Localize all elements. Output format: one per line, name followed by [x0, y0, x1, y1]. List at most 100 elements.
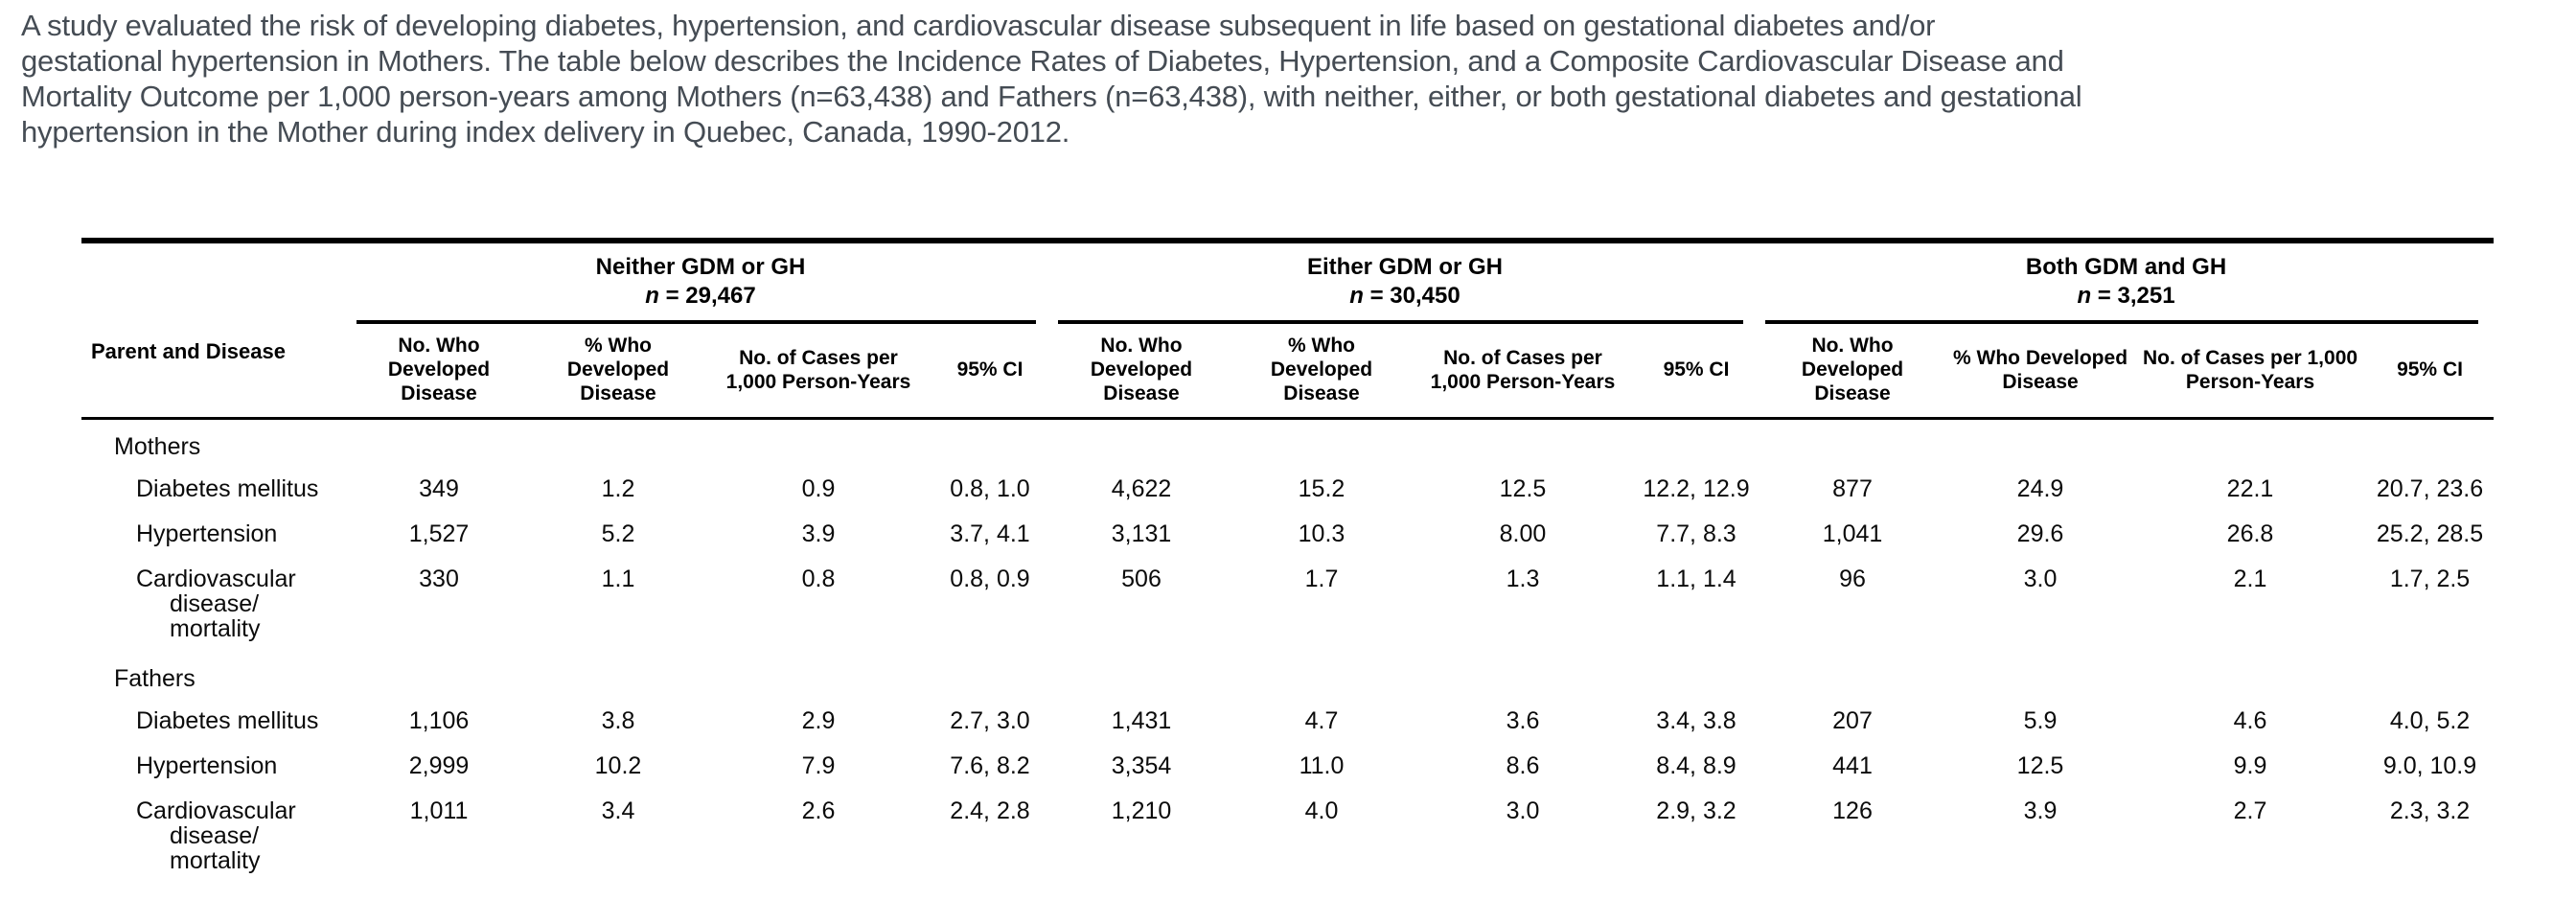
table-cell: 96 — [1839, 566, 1866, 592]
group-header-either: Either GDM or GH n = 30,450 — [1051, 241, 1759, 324]
table-cell: 8.00 — [1499, 520, 1547, 547]
table-cell: 2.3, 3.2 — [2389, 797, 2471, 824]
column-header: No. of Cases per 1,000 Person-Years — [2134, 324, 2367, 420]
question-stem-line: Mortality Outcome per 1,000 person-years… — [21, 80, 2082, 113]
row-label: Hypertension — [136, 520, 278, 547]
group-title: Neither GDM or GH — [595, 254, 806, 280]
table-cell: 3.0 — [1506, 797, 1540, 824]
table-cell: 1,210 — [1111, 797, 1172, 824]
group-n: n = 30,450 — [1349, 283, 1460, 309]
table-cell: 29.6 — [2016, 520, 2064, 547]
table-cell: 5.9 — [2023, 707, 2058, 734]
table-cell: 2.9, 3.2 — [1656, 797, 1736, 824]
table-cell: 3.6 — [1506, 707, 1540, 734]
table-cell: 12.5 — [1499, 475, 1547, 502]
table-cell: 0.8 — [801, 566, 836, 592]
table-cell: 11.0 — [1299, 752, 1345, 779]
table-cell: 2.1 — [2233, 566, 2267, 592]
table-cell: 1.1, 1.4 — [1656, 566, 1736, 592]
table-cell: 2.9 — [801, 707, 836, 734]
column-header: No. Who Developed Disease — [1051, 324, 1231, 420]
column-header: % Who Developed Disease — [528, 324, 708, 420]
table-row: Hypertension 1,527 5.2 3.9 3.7, 4.1 3,131 10.3… — [81, 512, 2494, 557]
group-header-row: Parent and Disease Neither GDM or GH n =… — [81, 241, 2494, 420]
table-cell: 1.7 — [1304, 566, 1339, 592]
group-n: n = 29,467 — [645, 283, 756, 309]
group-n: n = 3,251 — [2077, 283, 2175, 309]
table-cell: 2.7, 3.0 — [950, 707, 1030, 734]
table-cell: 877 — [1832, 475, 1873, 502]
column-header: No. of Cases per 1,000 Person-Years — [708, 324, 929, 420]
table-cell: 12.5 — [2016, 752, 2064, 779]
table-cell: 1.3 — [1506, 566, 1540, 592]
table-cell: 1.7, 2.5 — [2389, 566, 2471, 592]
table-cell: 126 — [1832, 797, 1873, 824]
table-cell: 9.0, 10.9 — [2382, 752, 2477, 779]
row-header-label: Parent and Disease — [81, 241, 350, 420]
table-cell: 330 — [419, 566, 459, 592]
table-cell: 5.2 — [601, 520, 635, 547]
table-cell: 349 — [419, 475, 459, 502]
table-cell: 0.9 — [801, 475, 836, 502]
table-cell: 1,041 — [1822, 520, 1883, 547]
incidence-table-wrapper: Parent and Disease Neither GDM or GH n =… — [81, 238, 2576, 901]
table-cell: 22.1 — [2226, 475, 2274, 502]
table-cell: 4.7 — [1304, 707, 1339, 734]
row-label: Cardiovascular disease/ mortality — [136, 566, 296, 642]
table-cell: 25.2, 28.5 — [2376, 520, 2484, 547]
table-cell: 3.4 — [601, 797, 635, 824]
column-header: No. Who Developed Disease — [350, 324, 528, 420]
table-cell: 2.7 — [2233, 797, 2267, 824]
table-cell: 3,354 — [1111, 752, 1172, 779]
table-cell: 4.0 — [1304, 797, 1339, 824]
table-cell: 20.7, 23.6 — [2376, 475, 2484, 502]
group-title: Both GDM and GH — [2025, 254, 2227, 280]
table-row: Diabetes mellitus 1,106 3.8 2.9 2.7, 3.0 1,43… — [81, 699, 2494, 744]
section-label: Mothers — [114, 433, 201, 460]
question-stem-line: hypertension in the Mother during index … — [21, 115, 1070, 149]
table-row: Cardiovascular disease/ mortality 330 1.1 0… — [81, 557, 2494, 652]
table-cell: 4.0, 5.2 — [2389, 707, 2471, 734]
table-cell: 1.1 — [601, 566, 635, 592]
table-cell: 1.2 — [601, 475, 635, 502]
table-row: Hypertension 2,999 10.2 7.9 7.6, 8.2 3,354 11.… — [81, 744, 2494, 789]
table-cell: 1,527 — [408, 520, 470, 547]
table-cell: 10.2 — [594, 752, 642, 779]
table-cell: 4,622 — [1111, 475, 1172, 502]
table-cell: 3,131 — [1111, 520, 1172, 547]
table-cell: 2,999 — [408, 752, 470, 779]
table-cell: 3.7, 4.1 — [950, 520, 1030, 547]
table-cell: 506 — [1121, 566, 1162, 592]
table-cell: 8.4, 8.9 — [1656, 752, 1736, 779]
table-cell: 2.4, 2.8 — [950, 797, 1030, 824]
table-cell: 15.2 — [1298, 475, 1346, 502]
table-cell: 3.0 — [2023, 566, 2058, 592]
table-row: Diabetes mellitus 349 1.2 0.9 0.8, 1.0 4,622 1… — [81, 467, 2494, 512]
column-header-row: No. Who Developed Disease % Who Develope… — [81, 324, 2495, 420]
table-cell: 2.6 — [801, 797, 836, 824]
column-header: % Who Developed Disease — [1946, 324, 2135, 420]
table-cell: 0.8, 0.9 — [950, 566, 1030, 592]
table-cell: 3.8 — [601, 707, 635, 734]
table-body: Mothers Diabetes mellitus 349 1.2 0.9 0.8, 1.… — [81, 419, 2494, 901]
column-header: % Who Developed Disease — [1231, 324, 1412, 420]
table-cell: 7.7, 8.3 — [1656, 520, 1736, 547]
column-header: 95% CI — [929, 324, 1051, 420]
table-cell: 3.9 — [2023, 797, 2058, 824]
column-header: No. of Cases per 1,000 Person-Years — [1412, 324, 1634, 420]
table-cell: 1,431 — [1111, 707, 1172, 734]
table-cell: 10.3 — [1298, 520, 1346, 547]
table-cell: 8.6 — [1506, 752, 1540, 779]
section-row: Mothers — [81, 419, 2494, 468]
question-stem-line: gestational hypertension in Mothers. The… — [21, 44, 2064, 78]
group-header-neither: Neither GDM or GH n = 29,467 — [350, 241, 1051, 324]
table-cell: 7.9 — [801, 752, 836, 779]
table-cell: 1,106 — [408, 707, 470, 734]
incidence-table: Parent and Disease Neither GDM or GH n =… — [81, 238, 2495, 901]
table-cell: 24.9 — [2016, 475, 2064, 502]
column-header: 95% CI — [2366, 324, 2495, 420]
table-cell: 4.6 — [2233, 707, 2267, 734]
row-label: Hypertension — [136, 752, 278, 779]
question-stem-line: A study evaluated the risk of developing… — [21, 9, 1936, 42]
table-cell: 3.9 — [801, 520, 836, 547]
